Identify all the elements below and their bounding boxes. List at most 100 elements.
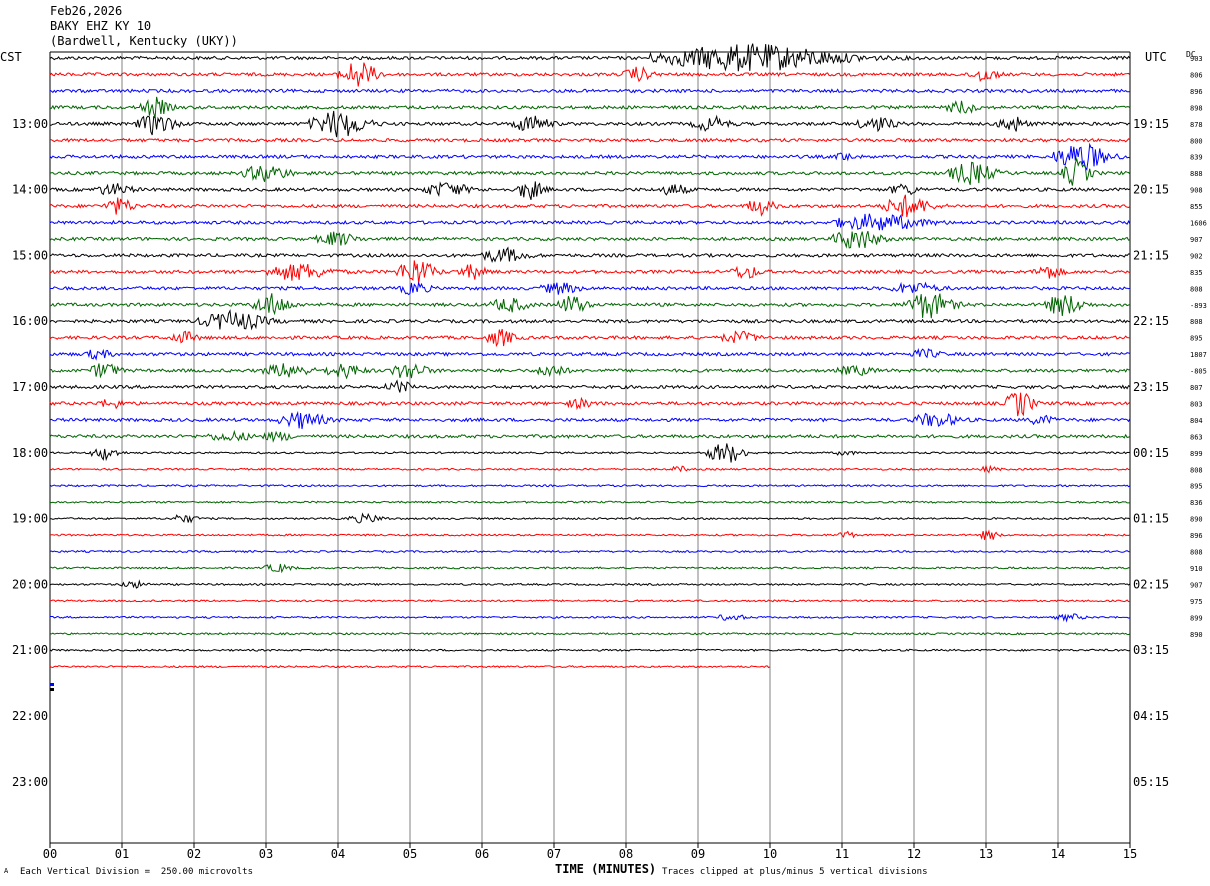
dc-offset-label: 835 bbox=[1190, 269, 1203, 277]
x-tick-label: 08 bbox=[619, 847, 633, 861]
right-hour-label: 02:15 bbox=[1133, 577, 1169, 591]
station-code: BAKY EHZ KY 10 bbox=[50, 19, 152, 33]
seismic-trace bbox=[49, 230, 1131, 249]
right-hour-label: 21:15 bbox=[1133, 248, 1169, 262]
x-tick-label: 15 bbox=[1123, 847, 1137, 861]
dc-offset-label: 808 bbox=[1190, 318, 1203, 326]
dc-offset-label: 806 bbox=[1190, 71, 1203, 79]
seismic-trace bbox=[49, 88, 1130, 94]
left-hour-label: 15:00 bbox=[12, 248, 48, 262]
dc-offset-label: 895 bbox=[1190, 483, 1203, 491]
x-tick-label: 02 bbox=[187, 847, 201, 861]
seismic-trace bbox=[49, 43, 1131, 72]
right-hour-label: 05:15 bbox=[1133, 775, 1169, 789]
left-hour-label: 14:00 bbox=[12, 183, 48, 197]
dc-offset-label: 907 bbox=[1190, 581, 1203, 589]
left-hour-label: 21:00 bbox=[12, 643, 48, 657]
left-timezone-label: CST bbox=[0, 50, 22, 64]
right-hour-label: 04:15 bbox=[1133, 709, 1169, 723]
trace-end-mark bbox=[50, 683, 54, 686]
dc-offset-label: 807 bbox=[1190, 384, 1203, 392]
seismic-trace bbox=[49, 512, 1131, 524]
seismic-trace bbox=[49, 665, 771, 669]
dc-offset-label: 902 bbox=[1190, 252, 1203, 260]
dc-offset-label: 898 bbox=[1190, 104, 1203, 112]
dc-offset-label: 808 bbox=[1190, 466, 1203, 474]
hour-labels: 13:00 14:00 15:00 16:00 17:00 18:00 19:00 20:00… bbox=[12, 117, 1169, 789]
seismic-trace bbox=[49, 110, 1131, 138]
seismic-trace bbox=[49, 142, 1131, 171]
left-hour-label: 19:00 bbox=[12, 512, 48, 526]
dc-offset-labels: 903 806 896 898 878 800 839 888 908 855 1606 907 902… bbox=[1190, 55, 1207, 639]
seismic-trace bbox=[49, 62, 1131, 87]
dc-offset-label: 808 bbox=[1190, 285, 1203, 293]
left-hour-label: 20:00 bbox=[12, 577, 48, 591]
x-axis-title: TIME (MINUTES) bbox=[555, 862, 657, 876]
dc-offset-label: 903 bbox=[1190, 55, 1203, 63]
left-hour-label: 18:00 bbox=[12, 446, 48, 460]
seismic-trace bbox=[49, 181, 1131, 200]
dc-offset-label: 890 bbox=[1190, 631, 1203, 639]
x-axis: 00 01 02 03 04 05 06 07 08 09 10 11 12 13 14 15 bbox=[43, 842, 1137, 861]
left-hour-label: 22:00 bbox=[12, 709, 48, 723]
dc-offset-label: -805 bbox=[1190, 368, 1207, 376]
dc-offset-label: 855 bbox=[1190, 203, 1203, 211]
x-tick-label: 04 bbox=[331, 847, 345, 861]
x-tick-label: 09 bbox=[691, 847, 705, 861]
right-hour-label: 23:15 bbox=[1133, 380, 1169, 394]
seismic-trace bbox=[49, 529, 1131, 540]
dc-offset-label: 896 bbox=[1190, 88, 1203, 96]
dc-offset-label: 899 bbox=[1190, 450, 1203, 458]
dc-offset-label: 890 bbox=[1190, 516, 1203, 524]
dc-offset-label: -893 bbox=[1190, 302, 1207, 310]
seismic-trace bbox=[49, 500, 1131, 504]
left-hour-label: 23:00 bbox=[12, 775, 48, 789]
x-tick-label: 00 bbox=[43, 847, 57, 861]
seismic-trace bbox=[49, 379, 1131, 393]
seismic-trace bbox=[49, 363, 1131, 380]
seismic-trace bbox=[49, 293, 1131, 319]
x-tick-label: 01 bbox=[115, 847, 129, 861]
x-tick-label: 05 bbox=[403, 847, 417, 861]
dc-offset-label: 836 bbox=[1190, 499, 1203, 507]
right-hour-label: 22:15 bbox=[1133, 314, 1169, 328]
dc-offset-label: 888 bbox=[1190, 170, 1203, 178]
x-tick-label: 14 bbox=[1051, 847, 1065, 861]
seismic-trace bbox=[49, 347, 1131, 361]
seismic-trace bbox=[49, 213, 1131, 231]
dc-offset-label: 878 bbox=[1190, 121, 1203, 129]
dc-offset-label: 839 bbox=[1190, 154, 1203, 162]
seismic-trace bbox=[49, 328, 1131, 348]
dc-offset-label: 896 bbox=[1190, 532, 1203, 540]
seismic-trace bbox=[49, 613, 1131, 623]
seismic-trace bbox=[49, 648, 1131, 652]
seismic-trace bbox=[49, 392, 1131, 417]
dc-offset-label: 895 bbox=[1190, 335, 1203, 343]
right-hour-label: 20:15 bbox=[1133, 183, 1169, 197]
trace-end-mark bbox=[50, 688, 54, 691]
plot-date: Feb26,2026 bbox=[50, 4, 123, 18]
minute-grid bbox=[49, 51, 1131, 843]
right-hour-label: 03:15 bbox=[1133, 643, 1169, 657]
seismic-trace bbox=[49, 464, 1131, 474]
right-hour-label: 01:15 bbox=[1133, 512, 1169, 526]
seismic-trace bbox=[49, 563, 1131, 574]
seismic-trace bbox=[49, 599, 1131, 603]
seismic-trace bbox=[49, 281, 1131, 296]
right-hour-label: 19:15 bbox=[1133, 117, 1169, 131]
dc-offset-label: 804 bbox=[1190, 417, 1203, 425]
dc-offset-label: 908 bbox=[1190, 187, 1203, 195]
seismic-trace bbox=[49, 579, 1131, 589]
dc-offset-label: 1606 bbox=[1190, 220, 1207, 228]
right-hour-label: 00:15 bbox=[1133, 446, 1169, 460]
x-tick-label: 06 bbox=[475, 847, 489, 861]
seismic-trace bbox=[49, 194, 1131, 218]
dc-offset-label: 803 bbox=[1190, 400, 1203, 408]
dc-offset-label: 910 bbox=[1190, 565, 1203, 573]
x-tick-label: 12 bbox=[907, 847, 921, 861]
scale-note: Each Vertical Division = 250.00 microvol… bbox=[20, 867, 253, 877]
seismic-trace bbox=[49, 157, 1131, 186]
seismic-trace bbox=[49, 246, 1131, 263]
x-tick-label: 07 bbox=[547, 847, 561, 861]
dc-offset-label: 808 bbox=[1190, 549, 1203, 557]
